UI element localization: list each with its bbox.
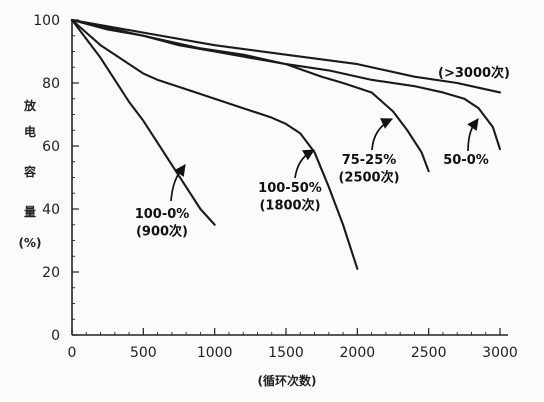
series-label-1: 100-0% (900次): [135, 207, 190, 240]
series-label-line-2-1: 100-50%: [258, 181, 322, 196]
series-label-line-4-1: 50-0%: [443, 153, 489, 168]
series-label-4: 50-0%: [443, 153, 489, 168]
y-tick-label: 100: [33, 13, 60, 29]
x-tick-label: 1000: [197, 345, 233, 361]
y-axis-title-part: 电: [24, 124, 36, 139]
series-labels: 100-0% (900次) 100-50% (1800次) 75-25% (2500次) 5…: [135, 65, 510, 240]
arrow-head-3: [380, 118, 394, 129]
y-axis-title-part: 放: [23, 98, 37, 113]
series-label-line-1-2: (900次): [136, 224, 188, 240]
x-tick-label: 1500: [268, 345, 304, 361]
y-axis-title-part: 容: [23, 164, 36, 179]
arrow-line-3: [371, 118, 393, 151]
x-tick-label: 2000: [340, 345, 376, 361]
series-label-line-5-1: (>3000次): [438, 65, 510, 81]
series-line-1: [70, 18, 216, 226]
y-tick-label: 20: [42, 265, 60, 281]
series-label-line-2-2: (1800次): [259, 198, 320, 214]
label-arrows: [170, 118, 479, 202]
y-axis-title-part: (%): [19, 236, 42, 250]
series-label-line-3-2: (2500次): [338, 170, 399, 186]
arrow-head-1: [174, 164, 186, 177]
series-label-3: 75-25% (2500次): [338, 153, 399, 186]
series-line-5: [70, 18, 502, 94]
series-label-line-1-1: 100-0%: [135, 207, 190, 222]
x-tick-label: 3000: [482, 345, 518, 361]
x-axis-title: (循环次数): [258, 373, 317, 388]
series-line-4: [70, 18, 502, 151]
y-tick-label: 0: [51, 328, 60, 344]
series-line-2: [70, 18, 359, 270]
series-label-line-3-1: 75-25%: [342, 153, 397, 168]
y-tick-label: 60: [42, 139, 60, 155]
arrow-head-2: [302, 149, 315, 161]
arrow-head-4: [467, 118, 479, 131]
series-label-2: 100-50% (1800次): [258, 181, 322, 214]
series-lines: [70, 18, 502, 270]
axes: 0 500 1000 1500 2000 2500 3000 0 20 40 60 80 100: [33, 13, 518, 361]
x-tick-label: 2500: [411, 345, 447, 361]
y-tick-label: 40: [42, 202, 60, 218]
y-tick-label: 80: [42, 76, 60, 92]
x-tick-label: 0: [68, 345, 77, 361]
y-axis-title-part: 量: [24, 205, 36, 219]
x-tick-label: 500: [130, 345, 157, 361]
series-label-5: (>3000次): [438, 65, 510, 81]
